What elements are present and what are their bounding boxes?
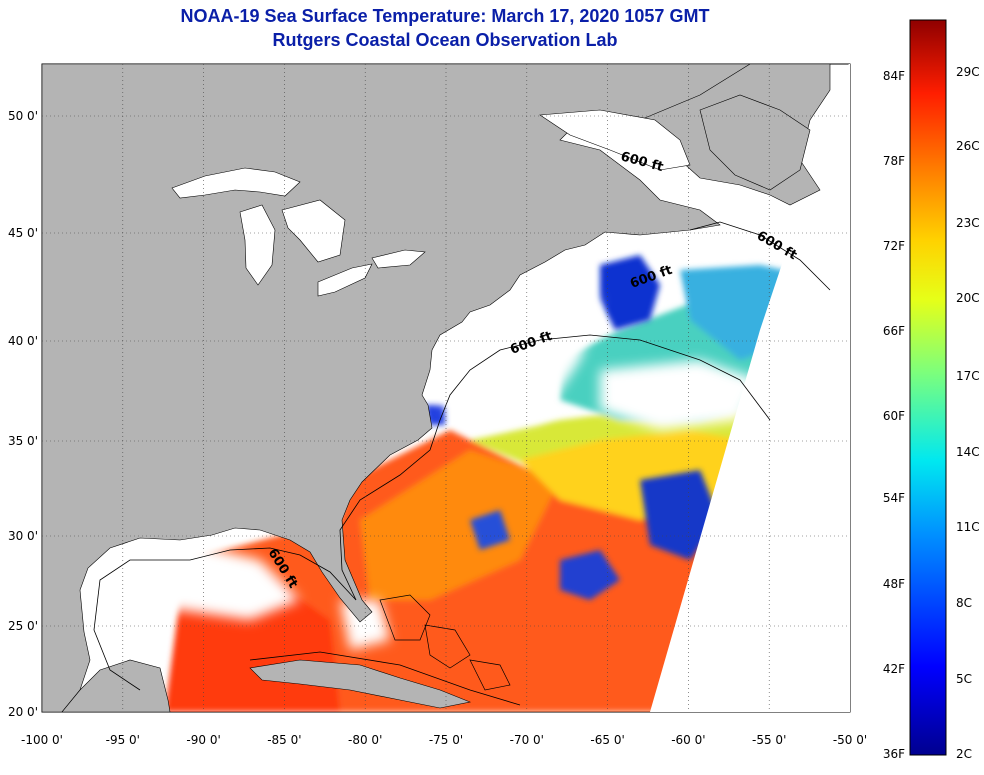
lake-erie [317, 263, 373, 297]
colorbar-celsius-labels: 29C 26C 23C 20C 17C 14C 11C 8C 5C 2C [956, 65, 980, 761]
lat-lon-grid [42, 64, 850, 712]
bahamas-bank-3 [469, 659, 511, 691]
colorbar-f-label: 78F [883, 154, 905, 168]
lon-tick-label: -75 0' [429, 733, 463, 747]
lon-tick-label: -70 0' [510, 733, 544, 747]
cuba [249, 659, 472, 709]
isobath-grand-banks [689, 221, 831, 291]
lon-tick-label: -55 0' [752, 733, 786, 747]
cold-eddy-east [640, 470, 720, 560]
latitude-axis: 50 0' 45 0' 40 0' 35 0' 30 0' 25 0' 20 0' [8, 109, 38, 719]
colorbar-c-label: 17C [956, 369, 980, 383]
lake-superior [171, 167, 301, 199]
cloud-midatlantic [600, 360, 760, 430]
north-america-land [42, 64, 751, 712]
colorbar [909, 19, 947, 756]
colorbar-c-label: 11C [956, 520, 980, 534]
colorbar-c-label: 14C [956, 445, 980, 459]
colorbar-f-label: 54F [883, 491, 905, 505]
colorbar-f-label: 72F [883, 239, 905, 253]
bahamas-bank-2 [424, 624, 471, 669]
lat-tick-label: 30 0' [8, 529, 38, 543]
lat-tick-label: 20 0' [8, 705, 38, 719]
lon-tick-label: -65 0' [590, 733, 624, 747]
lon-tick-label: -85 0' [267, 733, 301, 747]
colorbar-c-label: 8C [956, 596, 972, 610]
lon-tick-label: -50 0' [833, 733, 867, 747]
cold-eddy-gulfofmaine [600, 255, 660, 330]
sst-gulfstream-orange [360, 450, 560, 600]
yucatan [61, 659, 171, 712]
lake-ontario [371, 249, 426, 269]
lon-tick-label: -80 0' [348, 733, 382, 747]
colorbar-c-label: 29C [956, 65, 980, 79]
land-mass [42, 64, 831, 712]
colorbar-c-label: 26C [956, 139, 980, 153]
cloud-masks [90, 300, 760, 650]
colorbar-f-label: 66F [883, 324, 905, 338]
colorbar-c-label: 2C [956, 747, 972, 761]
lat-tick-label: 40 0' [8, 334, 38, 348]
lat-tick-label: 25 0' [8, 619, 38, 633]
colorbar-f-label: 48F [883, 577, 905, 591]
lat-tick-label: 45 0' [8, 226, 38, 240]
cold-eddies [425, 255, 720, 600]
lake-michigan [239, 204, 276, 286]
bahamas [379, 594, 511, 691]
great-lakes [171, 109, 691, 297]
lon-tick-label: -60 0' [671, 733, 705, 747]
cold-eddy-central [470, 510, 510, 550]
colorbar-c-label: 5C [956, 672, 972, 686]
st-lawrence-gulf [539, 109, 691, 171]
newfoundland [699, 94, 811, 191]
lake-huron [281, 199, 346, 263]
colorbar-c-label: 20C [956, 291, 980, 305]
isobath-600ft [93, 221, 831, 706]
sst-field [165, 265, 830, 712]
isobath-east-coast [339, 334, 771, 601]
lon-tick-label: -95 0' [106, 733, 140, 747]
lon-tick-label: -90 0' [186, 733, 220, 747]
cloud-north [440, 300, 600, 430]
map-title: NOAA-19 Sea Surface Temperature: March 1… [180, 6, 710, 26]
colorbar-f-label: 60F [883, 409, 905, 423]
longitude-axis: -100 0' -95 0' -90 0' -85 0' -80 0' -75 0' -70… [21, 733, 867, 747]
colorbar-fahrenheit-labels: 84F 78F 72F 66F 60F 54F 48F 42F 36F [883, 69, 905, 761]
bahamas-bank-1 [379, 594, 431, 641]
colorbar-c-label: 23C [956, 216, 980, 230]
lat-tick-label: 35 0' [8, 434, 38, 448]
colorbar-f-label: 84F [883, 69, 905, 83]
colorbar-f-label: 36F [883, 747, 905, 761]
map-subtitle: Rutgers Coastal Ocean Observation Lab [272, 30, 618, 50]
cold-eddy-south [560, 550, 620, 600]
isobath-cuba [249, 651, 521, 706]
isobath-gulf [93, 547, 357, 691]
lat-tick-label: 50 0' [8, 109, 38, 123]
swath-outside [650, 64, 850, 712]
lon-tick-label: -100 0' [21, 733, 63, 747]
colorbar-f-label: 42F [883, 662, 905, 676]
